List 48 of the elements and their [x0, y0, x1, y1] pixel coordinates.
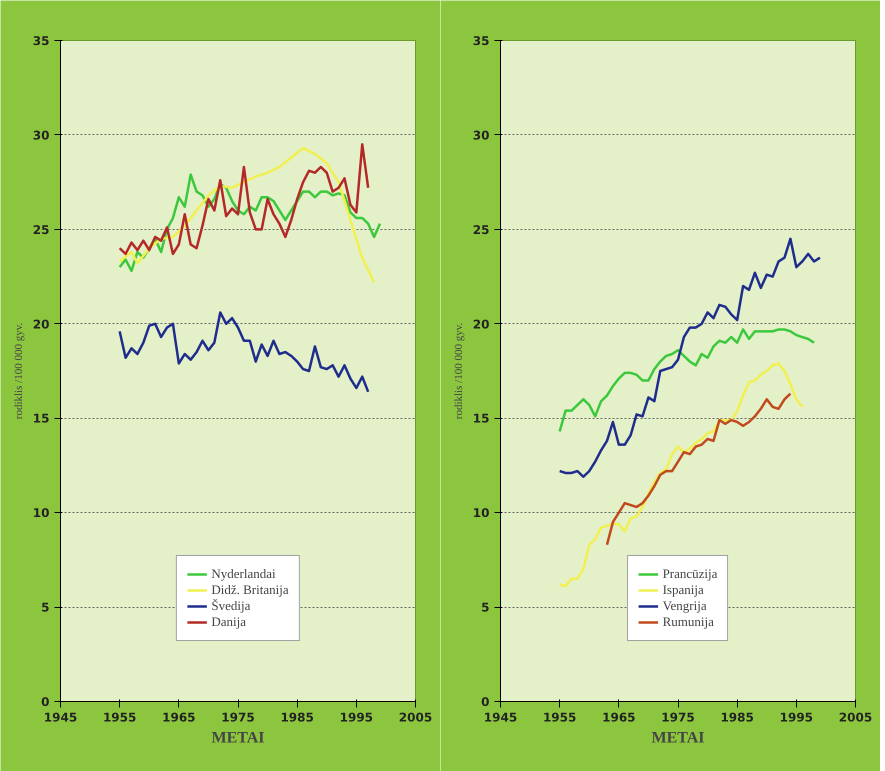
legend-label: Rumunija	[662, 614, 714, 630]
y-tick-label: 25	[472, 222, 490, 237]
legend-label: Ispanija	[662, 582, 704, 598]
y-tick-label: 30	[472, 128, 490, 142]
line-series	[118, 143, 370, 256]
line-series	[558, 328, 816, 433]
line-series	[558, 238, 822, 478]
legend-label: Švedija	[211, 598, 250, 614]
x-tick-label: 1955	[542, 710, 576, 724]
y-tick-label: 15	[472, 412, 490, 426]
x-tick-label: 1985	[720, 710, 754, 724]
x-tick-label: 1985	[280, 710, 314, 724]
y-axis-title: rodiklis /100 000 gyv.	[12, 322, 25, 420]
line-series	[118, 311, 370, 394]
legend-label: Didž. Britanija	[211, 582, 289, 598]
line-series	[606, 392, 792, 546]
x-tick-label: 2005	[398, 710, 432, 724]
x-tick-label: 1945	[484, 710, 518, 724]
y-tick-label: 5	[41, 600, 50, 615]
legend-label: Danija	[211, 614, 246, 630]
y-axis-title: rodiklis /100 000 gyv.	[452, 322, 465, 420]
y-tick-label: 10	[472, 506, 490, 520]
x-tick-label: 1975	[661, 710, 695, 724]
y-tick-label: 20	[472, 317, 490, 332]
y-tick-label: 25	[32, 222, 50, 237]
x-tick-label: 1965	[162, 710, 196, 724]
x-tick-label: 1995	[340, 710, 374, 724]
x-tick-label: 1995	[780, 710, 814, 724]
x-tick-label: 1955	[102, 710, 136, 724]
x-tick-label: 1965	[602, 710, 636, 724]
line-series	[118, 146, 376, 284]
x-tick-label: 1945	[44, 710, 78, 724]
y-tick-label: 35	[32, 34, 50, 48]
y-tick-label: 10	[32, 506, 50, 520]
x-axis-title: METAI	[651, 730, 705, 746]
x-axis-title: METAI	[211, 730, 265, 746]
legend-label: Prancūzija	[662, 566, 718, 582]
legend-label: Vengrija	[662, 598, 707, 614]
y-tick-label: 0	[481, 695, 490, 709]
y-tick-label: 35	[472, 34, 490, 48]
y-tick-label: 5	[481, 600, 490, 615]
y-tick-label: 15	[32, 412, 50, 426]
y-tick-label: 0	[41, 695, 50, 709]
x-tick-label: 1975	[221, 710, 255, 724]
legend-label: Nyderlandai	[211, 566, 276, 582]
y-tick-label: 30	[32, 128, 50, 142]
y-tick-label: 20	[32, 317, 50, 332]
x-tick-label: 2005	[838, 710, 872, 724]
